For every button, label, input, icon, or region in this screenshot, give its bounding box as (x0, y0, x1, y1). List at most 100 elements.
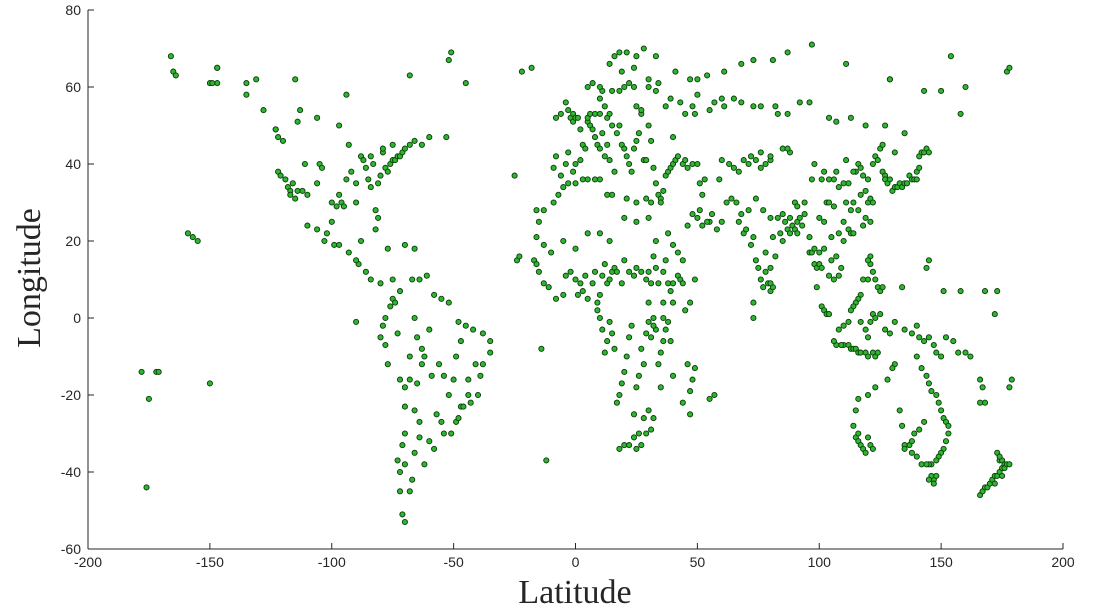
data-point (609, 87, 616, 94)
data-point (889, 365, 896, 372)
data-point (840, 322, 847, 329)
data-point (579, 176, 586, 183)
data-point (621, 214, 628, 221)
data-point (679, 399, 686, 406)
data-point (899, 284, 906, 291)
data-point (847, 307, 854, 314)
x-tick-label: -100 (318, 554, 346, 570)
data-point (994, 288, 1001, 295)
data-point (718, 157, 725, 164)
data-point (757, 149, 764, 156)
data-point (655, 361, 662, 368)
data-point (711, 391, 718, 399)
data-point (869, 445, 876, 452)
data-point (738, 60, 745, 67)
data-point (621, 368, 628, 375)
data-point (728, 195, 735, 202)
data-point (453, 353, 460, 360)
data-point (516, 253, 523, 260)
data-point (733, 199, 740, 206)
data-point (957, 110, 964, 117)
data-point (757, 276, 764, 283)
data-point (557, 110, 564, 117)
data-point (362, 268, 369, 275)
data-point (916, 334, 923, 341)
data-point (942, 438, 950, 445)
data-point (409, 276, 416, 283)
data-point (682, 307, 689, 314)
data-point (928, 388, 935, 395)
data-point (818, 264, 825, 271)
data-point (406, 488, 413, 495)
data-point (740, 157, 747, 164)
x-tick-label: 50 (690, 554, 706, 570)
data-point (850, 230, 857, 237)
data-point (869, 160, 876, 168)
data-point (565, 149, 572, 156)
data-point (830, 338, 837, 345)
data-point (808, 41, 815, 48)
data-point (445, 391, 452, 399)
data-point (426, 134, 433, 141)
data-point (314, 180, 321, 187)
data-point (660, 299, 667, 306)
y-tick-label: 20 (65, 233, 81, 249)
data-point (738, 211, 745, 218)
data-point (333, 203, 340, 210)
data-point (1006, 64, 1013, 71)
data-point (925, 476, 932, 483)
data-point (336, 122, 343, 129)
data-point (796, 214, 803, 221)
data-point (950, 338, 957, 345)
data-point (562, 272, 569, 279)
data-point (767, 264, 774, 271)
data-point (604, 141, 611, 148)
data-point (752, 157, 759, 164)
data-point (918, 461, 925, 468)
data-point (923, 372, 930, 379)
data-point (735, 168, 742, 175)
data-point (679, 257, 686, 264)
data-point (767, 280, 774, 287)
data-point (455, 318, 462, 325)
data-point (626, 80, 633, 87)
data-point (343, 91, 350, 98)
data-point (750, 314, 757, 322)
data-point (194, 237, 201, 245)
data-point (874, 157, 881, 164)
data-point (633, 103, 640, 110)
data-point (399, 511, 406, 518)
data-point (589, 126, 596, 133)
data-point (704, 218, 711, 225)
data-point (864, 391, 872, 399)
y-tick-label: -20 (61, 387, 81, 403)
data-point (628, 168, 635, 175)
data-point (345, 141, 352, 148)
data-point (596, 230, 603, 237)
data-point (769, 57, 776, 64)
data-point (633, 445, 640, 452)
data-point (440, 372, 447, 379)
data-point (609, 330, 616, 337)
data-point (616, 391, 623, 399)
data-point (321, 237, 328, 245)
data-point (916, 164, 923, 171)
data-point (618, 68, 625, 75)
data-point (616, 122, 623, 129)
data-point (533, 234, 540, 241)
data-point (275, 134, 282, 141)
data-point (913, 453, 920, 460)
data-point (672, 68, 679, 75)
data-point (860, 222, 867, 229)
data-point (416, 434, 423, 441)
data-point (662, 326, 669, 333)
data-point (852, 407, 859, 414)
data-point (691, 365, 698, 372)
data-point (623, 195, 630, 202)
data-point (362, 164, 369, 171)
data-point (730, 164, 737, 171)
data-point (616, 49, 623, 56)
x-tick-label: -50 (444, 554, 464, 570)
data-point (645, 268, 652, 275)
data-point (518, 68, 525, 75)
